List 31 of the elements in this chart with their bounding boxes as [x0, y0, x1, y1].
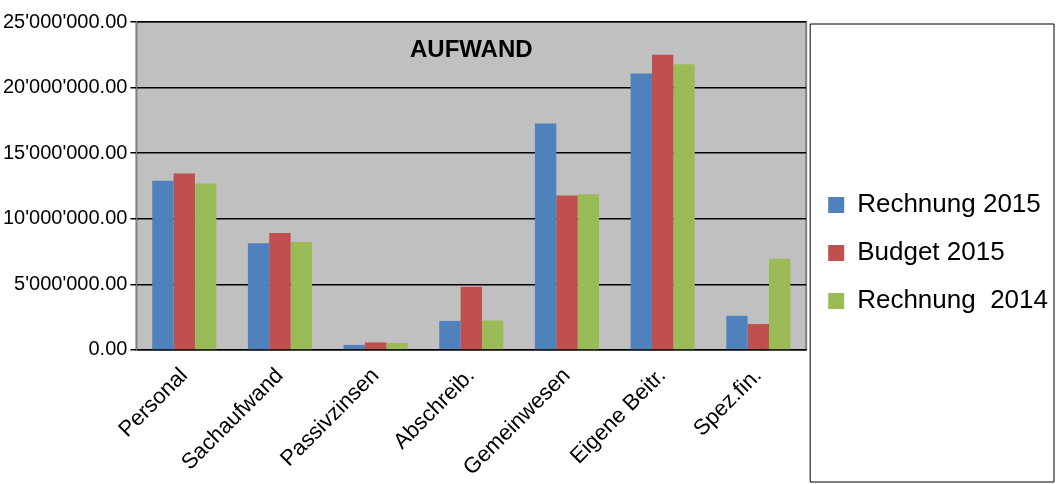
y-tick-label: 5'000'000.00	[14, 271, 128, 294]
bar	[673, 64, 695, 350]
bar	[726, 315, 748, 350]
bar	[439, 320, 461, 350]
bar	[747, 324, 770, 350]
y-tick-label: 20'000'000.00	[2, 75, 128, 98]
bar	[630, 73, 652, 350]
y-tick-label: 10'000'000.00	[2, 206, 128, 229]
legend-label: Budget 2015	[857, 236, 1005, 267]
bar	[343, 344, 365, 350]
bar	[386, 343, 408, 350]
legend-label: Rechnung 2014	[857, 284, 1048, 315]
bar	[173, 173, 195, 350]
text: AUFWAND	[409, 34, 533, 62]
bar	[556, 195, 578, 350]
bar	[651, 54, 674, 350]
bar	[577, 194, 600, 350]
y-tick-label: 15'000'000.00	[2, 140, 128, 163]
bar	[534, 123, 557, 350]
bar	[769, 258, 791, 350]
bar	[269, 233, 291, 350]
bar	[247, 243, 270, 350]
y-tick-label: 25'000'000.00	[2, 9, 128, 32]
y-tick-label: 0.00	[88, 337, 128, 360]
bar	[364, 342, 387, 350]
bar	[194, 183, 217, 350]
bar	[460, 286, 482, 350]
legend-label: Rechnung 2015	[857, 188, 1041, 219]
bar	[481, 320, 504, 350]
bar	[152, 180, 174, 350]
bar	[290, 242, 312, 350]
